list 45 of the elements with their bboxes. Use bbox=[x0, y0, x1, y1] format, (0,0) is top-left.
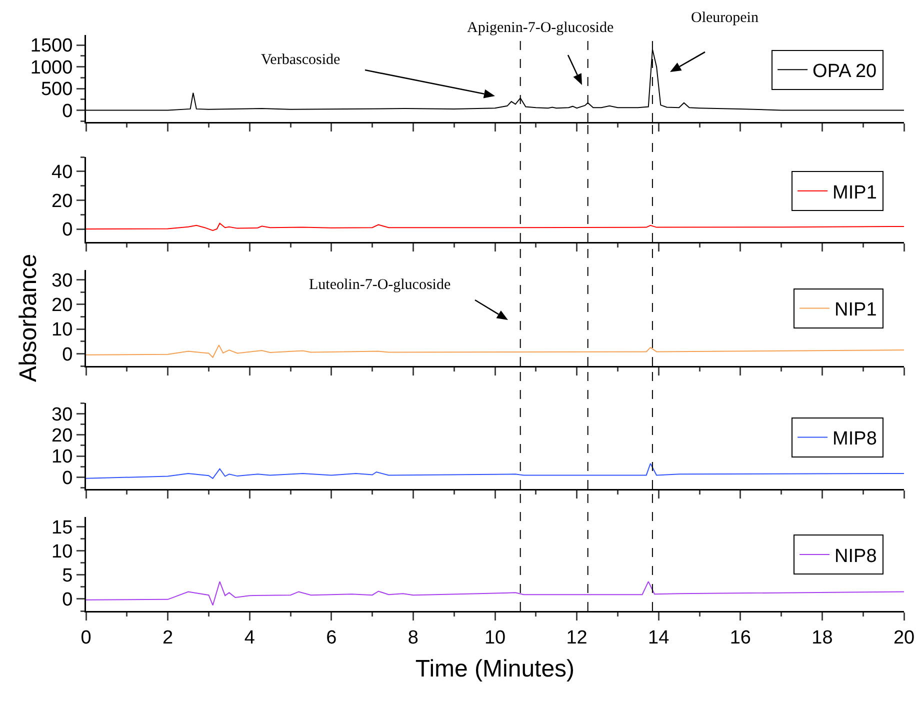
x-tick-label: 16 bbox=[730, 627, 751, 648]
y-tick-label: 10 bbox=[52, 446, 73, 468]
y-tick-label: 1000 bbox=[30, 57, 73, 78]
y-tick-label: 0 bbox=[62, 468, 73, 489]
y-tick-label: 1500 bbox=[30, 36, 73, 57]
x-tick-label: 8 bbox=[408, 627, 418, 648]
y-tick-label: 30 bbox=[52, 404, 73, 426]
x-tick-label: 4 bbox=[244, 627, 256, 648]
x-tick-label: 2 bbox=[162, 627, 174, 648]
y-tick-label: 0 bbox=[62, 590, 73, 611]
y-tick-label: 0 bbox=[62, 344, 73, 366]
annotation: Apigenin-7-O-glucoside bbox=[467, 20, 614, 36]
y-tick-label: 20 bbox=[52, 295, 73, 316]
legend-label: MIP8 bbox=[832, 428, 877, 450]
y-tick-label: 5 bbox=[62, 566, 73, 586]
legend-label: NIP1 bbox=[834, 300, 877, 321]
legend-label: MIP1 bbox=[832, 182, 877, 204]
y-tick-label: 500 bbox=[40, 79, 73, 100]
y-axis-title: Absorbance bbox=[14, 254, 42, 382]
line-series bbox=[86, 463, 904, 479]
y-tick-label: 20 bbox=[52, 426, 73, 446]
text: Oleuropein bbox=[691, 10, 759, 26]
x-tick-label: 6 bbox=[326, 627, 337, 648]
annotation: Luteolin-7-O-glucoside bbox=[309, 277, 451, 293]
legend-label: OPA 20 bbox=[812, 61, 877, 82]
y-tick-label: 40 bbox=[52, 162, 73, 184]
y-tick-label: 30 bbox=[52, 270, 73, 292]
x-tick-label: 10 bbox=[484, 627, 506, 648]
y-tick-label: 20 bbox=[52, 190, 73, 212]
x-tick-label: 18 bbox=[812, 627, 833, 648]
y-tick-label: 10 bbox=[52, 320, 73, 341]
x-tick-label: 12 bbox=[566, 627, 588, 648]
y-tick-label: 0 bbox=[62, 100, 73, 122]
y-tick-label: 10 bbox=[52, 541, 73, 562]
x-axis-title: Time (Minutes) bbox=[415, 655, 575, 682]
y-tick-label: 15 bbox=[52, 517, 73, 538]
legend-label: NIP8 bbox=[834, 546, 877, 567]
line-series bbox=[86, 581, 904, 606]
x-tick-label: 20 bbox=[893, 627, 915, 648]
annotation: Verbascoside bbox=[261, 52, 340, 68]
line-series bbox=[86, 222, 904, 231]
x-tick-label: 0 bbox=[80, 627, 92, 648]
y-tick-label: 0 bbox=[62, 220, 73, 241]
line-series bbox=[86, 344, 904, 358]
x-tick-label: 14 bbox=[648, 627, 670, 648]
